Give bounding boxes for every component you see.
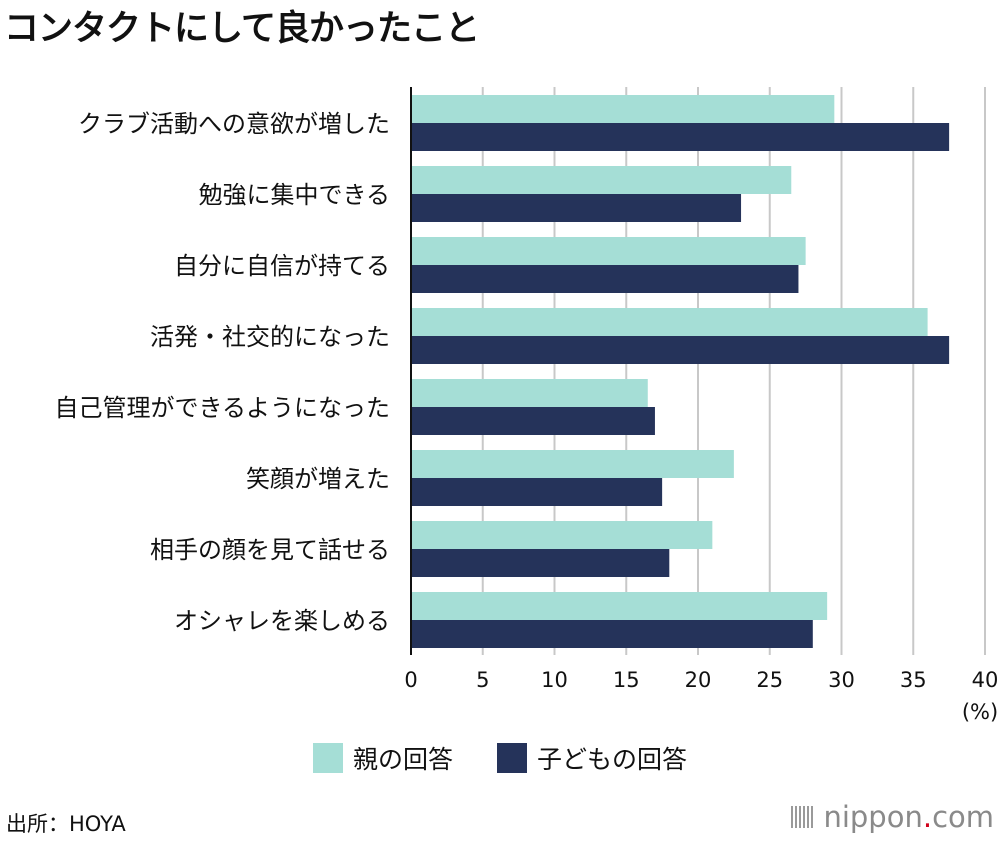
category-label: 自分に自信が持てる <box>174 252 390 280</box>
brand-dot: . <box>922 800 933 834</box>
bars <box>411 95 950 648</box>
x-tick-label: 40 <box>972 668 999 692</box>
bar-child <box>411 549 670 577</box>
legend: 親の回答 子どもの回答 <box>0 740 1000 779</box>
category-label: 相手の顔を見て話せる <box>150 536 390 564</box>
bar-child <box>411 194 742 222</box>
bar-child <box>411 407 655 435</box>
brand-bars-icon <box>791 806 816 828</box>
x-tick-label: 30 <box>828 668 855 692</box>
bar-parent <box>411 166 792 194</box>
bar-parent <box>411 450 734 478</box>
x-tick-label: 10 <box>541 668 568 692</box>
legend-swatch-child <box>496 743 527 773</box>
category-label: オシャレを楽しめる <box>174 607 390 635</box>
x-tick-label: 35 <box>900 668 927 692</box>
bar-parent <box>411 592 828 620</box>
source-note: 出所：HOYA <box>6 812 126 836</box>
bar-chart: クラブ活動への意欲が増した勉強に集中できる自分に自信が持てる活発・社交的になった… <box>54 87 998 724</box>
x-tick-label: 25 <box>756 668 783 692</box>
category-label: クラブ活動への意欲が増した <box>78 110 390 138</box>
legend-label-child: 子どもの回答 <box>536 745 687 774</box>
category-label: 笑顔が増えた <box>246 465 390 493</box>
bar-child <box>411 620 813 648</box>
x-tick-label: 0 <box>404 668 417 692</box>
bar-child <box>411 123 950 151</box>
brand-tld: com <box>932 800 994 834</box>
bar-child <box>411 336 950 364</box>
legend-item-parent: 親の回答 <box>313 740 453 776</box>
brand-name: nippon <box>823 800 923 834</box>
bar-child <box>411 478 663 506</box>
brand-logo: nippon. com <box>791 800 994 834</box>
x-tick-labels: 0 5 10 15 20 25 30 35 40 (%) <box>404 668 998 724</box>
page-title: コンタクトにして良かったこと <box>4 9 480 49</box>
bar-child <box>411 265 799 293</box>
bar-parent <box>411 237 806 265</box>
category-labels: クラブ活動への意欲が増した勉強に集中できる自分に自信が持てる活発・社交的になった… <box>54 110 390 635</box>
bar-parent <box>411 521 713 549</box>
bar-parent <box>411 95 835 123</box>
category-label: 勉強に集中できる <box>198 181 390 209</box>
legend-swatch-parent <box>313 743 343 773</box>
x-tick-label: 15 <box>613 668 640 692</box>
bar-parent <box>411 379 648 407</box>
legend-label-parent: 親の回答 <box>353 745 454 774</box>
x-tick-label: 5 <box>476 668 489 692</box>
x-unit-label: (%) <box>962 700 998 724</box>
bar-parent <box>411 308 928 336</box>
x-tick-label: 20 <box>685 668 712 692</box>
legend-item-child: 子どもの回答 <box>496 740 687 776</box>
category-label: 活発・社交的になった <box>150 323 390 351</box>
category-label: 自己管理ができるようになった <box>54 394 390 422</box>
